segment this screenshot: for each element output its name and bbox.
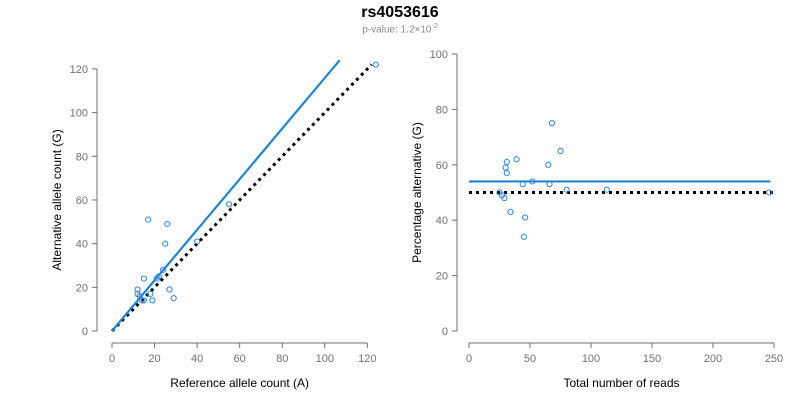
chart-subtitle: p-value: 1.2×10-2: [0, 23, 800, 35]
data-point: [164, 220, 171, 228]
y-tick-label: 0: [82, 326, 88, 338]
y-tick-label: 60: [436, 160, 448, 172]
data-point: [225, 201, 233, 208]
data-point: [520, 233, 528, 240]
x-axis-title: Reference allele count (A): [170, 376, 309, 390]
data-point: [766, 189, 773, 196]
data-point: [140, 297, 148, 304]
x-tick-label: 0: [109, 353, 115, 365]
data-point: [155, 273, 162, 280]
data-point: [162, 240, 169, 247]
y-tick-label: 40: [436, 215, 448, 227]
y-tick-label: 20: [76, 282, 88, 294]
data-point: [563, 186, 570, 193]
x-tick-label: 50: [524, 353, 536, 365]
x-tick-label: 100: [582, 353, 600, 365]
fit-line: [111, 59, 341, 332]
x-tick-label: 120: [358, 353, 376, 365]
data-point: [501, 194, 508, 202]
data-point: [546, 181, 553, 188]
y-tick-label: 100: [70, 108, 88, 120]
data-point: [145, 216, 152, 223]
y-tick-label: 80: [436, 104, 448, 116]
data-point: [372, 61, 379, 68]
data-point: [603, 186, 610, 193]
chart-title: rs4053616: [361, 4, 439, 21]
data-point: [140, 275, 148, 282]
y-tick-label: 40: [76, 239, 88, 251]
data-point: [507, 208, 514, 215]
x-tick-label: 200: [704, 353, 722, 365]
data-point: [159, 266, 167, 273]
reference-line: [110, 63, 373, 333]
y-tick-label: 120: [70, 64, 88, 76]
data-point: [513, 156, 520, 163]
x-tick-label: 80: [276, 353, 288, 365]
data-point: [166, 286, 173, 293]
data-point: [529, 178, 536, 185]
x-tick-label: 40: [191, 353, 203, 365]
left-panel: 0 20 40 60 80 100 120 0 20 40 60 80 100 120 Reference …: [50, 59, 379, 390]
data-point: [522, 214, 529, 221]
y-axis-title: Percentage alternative (G): [410, 122, 424, 263]
data-point: [134, 286, 141, 293]
data-point: [548, 120, 556, 127]
p-value-exponent: -2: [431, 23, 438, 30]
x-tick-label: 0: [466, 353, 472, 365]
x-tick-label: 250: [765, 353, 783, 365]
data-point: [503, 170, 510, 177]
data-point: [519, 181, 526, 188]
y-tick-label: 60: [76, 195, 88, 207]
data-point: [149, 297, 156, 304]
data-point: [502, 164, 509, 171]
data-point: [194, 238, 201, 245]
y-axis-title: Alternative allele count (G): [50, 129, 64, 270]
x-tick-label: 150: [643, 353, 661, 365]
x-tick-label: 100: [316, 353, 334, 365]
data-point: [545, 161, 552, 168]
data-point: [170, 295, 177, 302]
y-tick-label: 80: [76, 151, 88, 163]
data-point: [557, 147, 564, 155]
data-point: [503, 158, 510, 166]
data-point: [138, 297, 145, 304]
y-tick-label: 100: [430, 49, 448, 61]
p-value-text: p-value: 1.2×10: [362, 24, 432, 36]
x-axis-title: Total number of reads: [563, 376, 679, 390]
x-tick-label: 20: [148, 353, 160, 365]
x-tick-label: 60: [234, 353, 246, 365]
data-point: [147, 290, 154, 297]
right-panel: 0 50 100 150 200 250 0 20 40 60 80 100 Total number …: [410, 49, 783, 390]
y-tick-label: 0: [442, 326, 448, 338]
y-tick-label: 20: [436, 271, 448, 283]
